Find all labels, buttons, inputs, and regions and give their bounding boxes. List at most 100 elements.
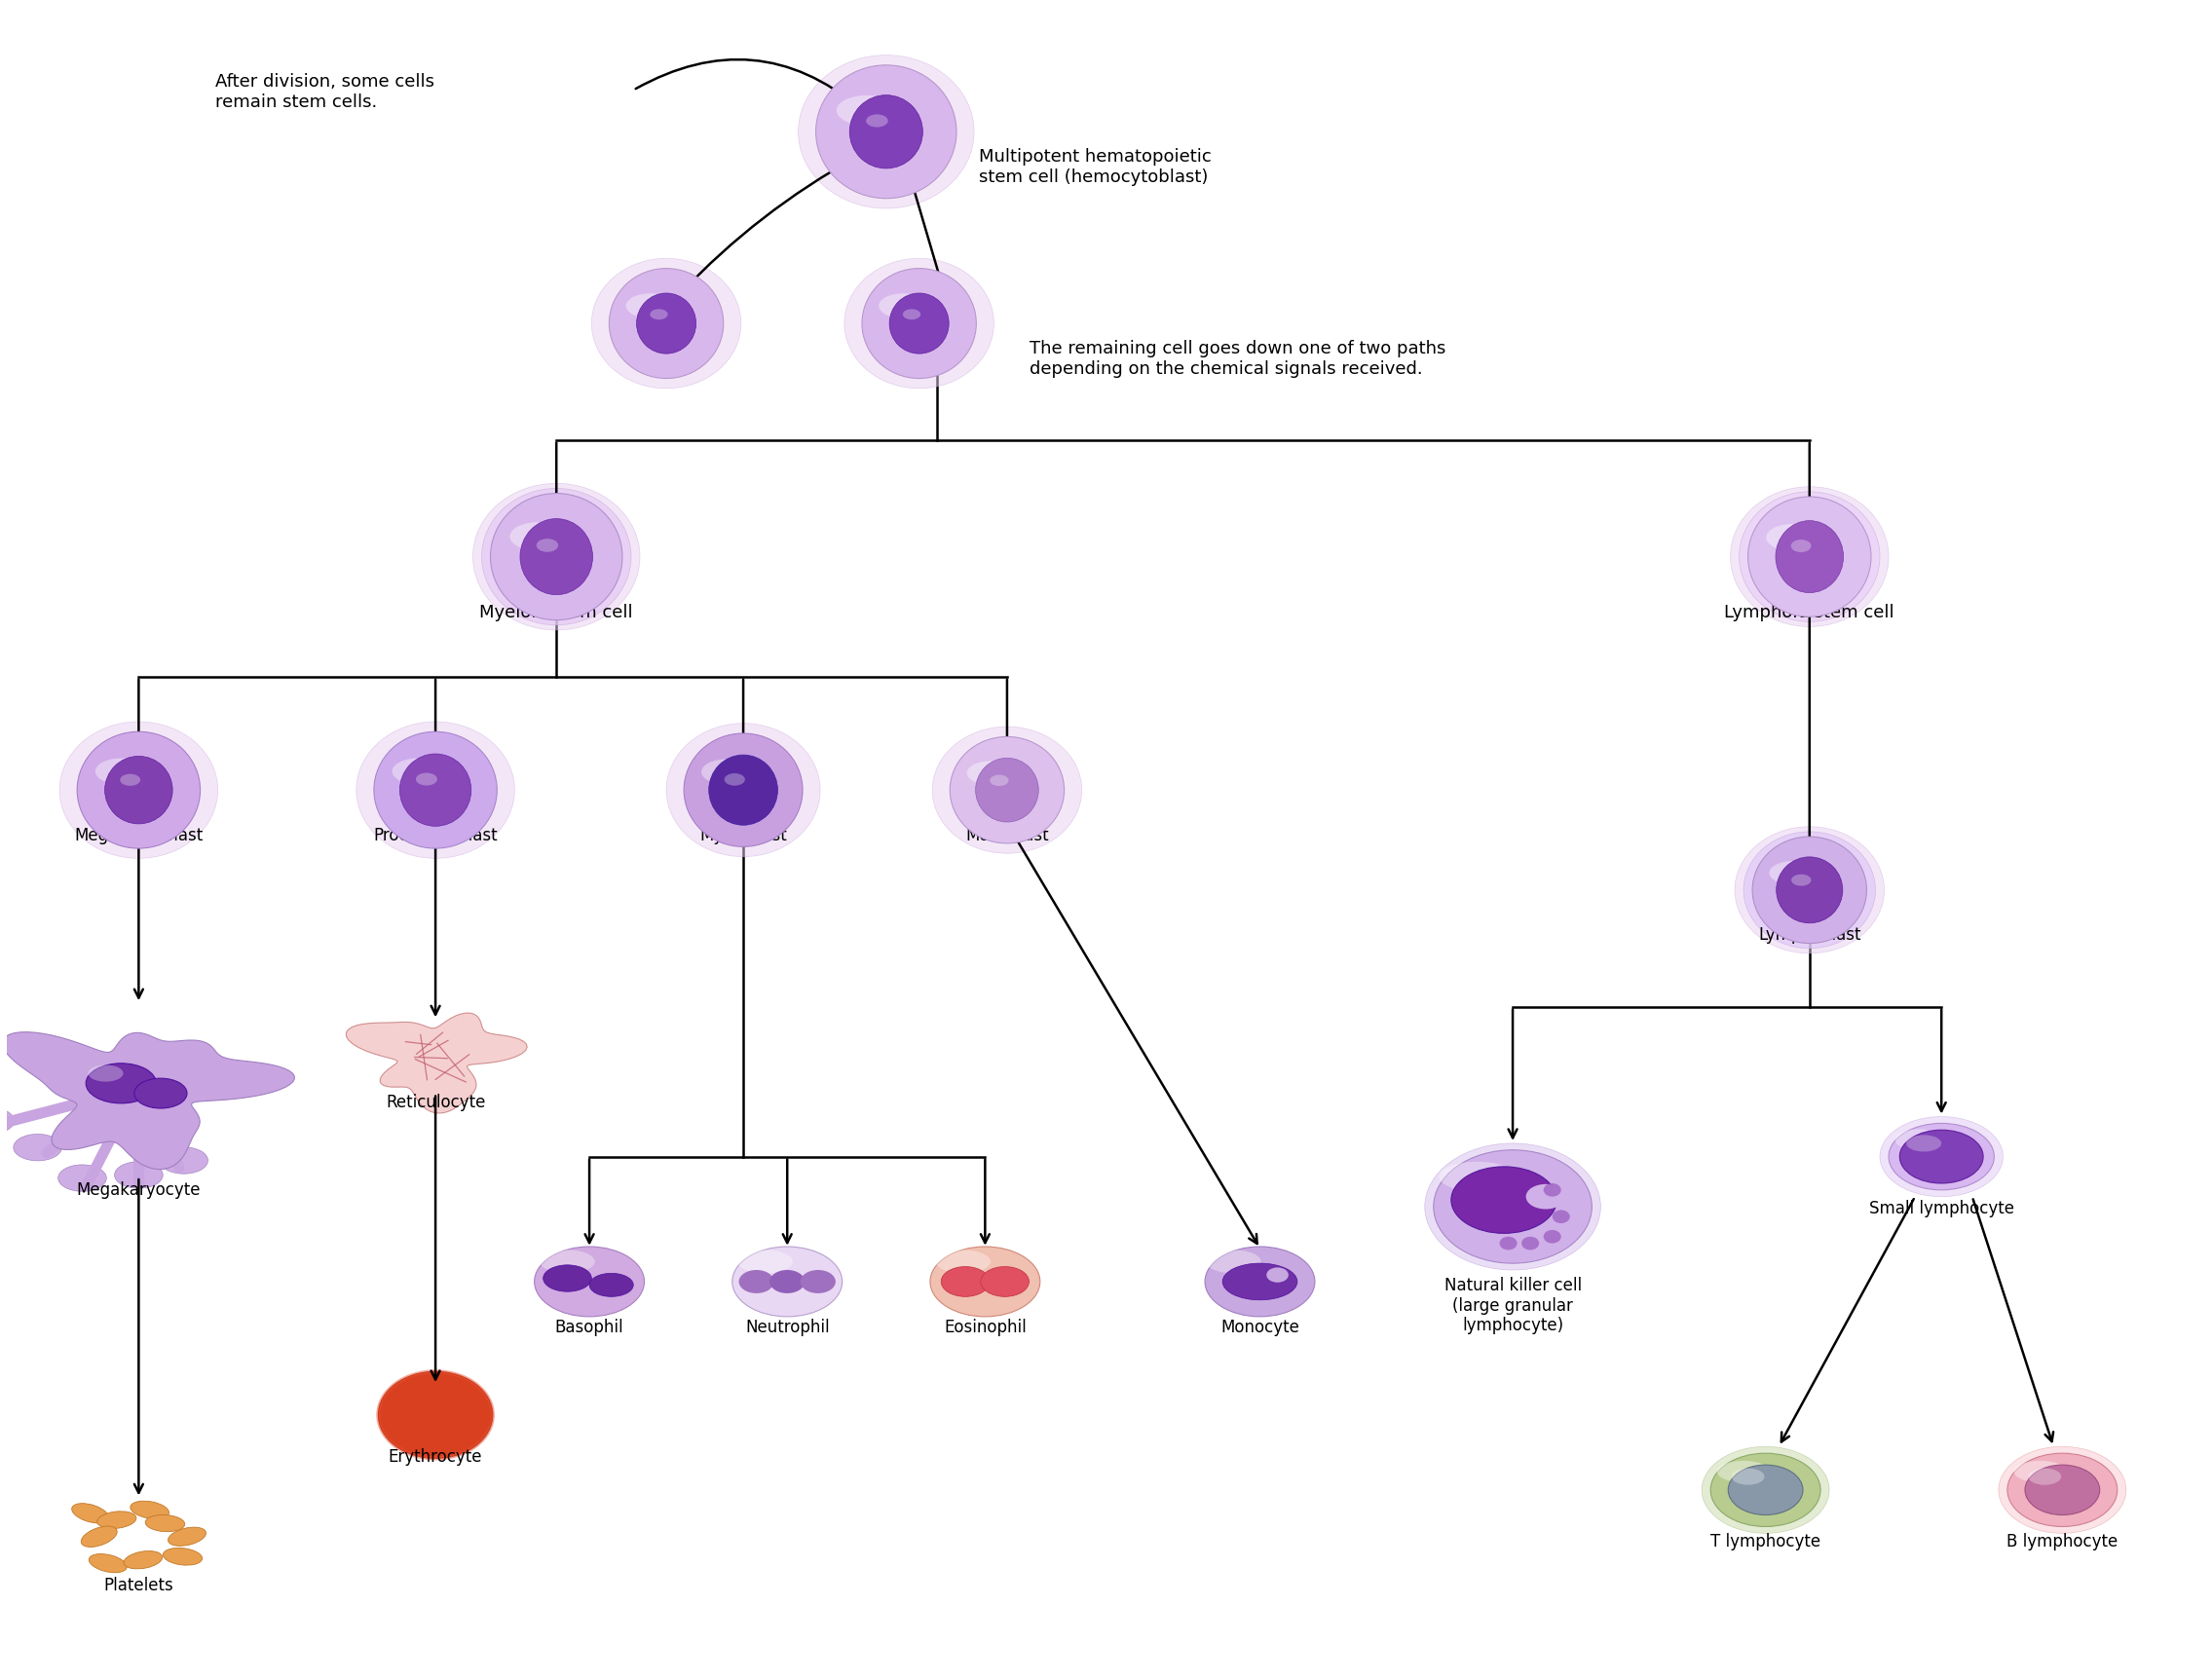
Ellipse shape xyxy=(732,1247,843,1317)
Ellipse shape xyxy=(1896,1129,1944,1151)
Ellipse shape xyxy=(1770,860,1818,885)
Ellipse shape xyxy=(97,1512,137,1529)
Ellipse shape xyxy=(544,1265,591,1292)
Ellipse shape xyxy=(845,259,993,388)
Ellipse shape xyxy=(131,1500,168,1519)
Text: Myeloblast: Myeloblast xyxy=(699,827,787,843)
Ellipse shape xyxy=(13,1134,62,1161)
Ellipse shape xyxy=(1500,1236,1517,1250)
Ellipse shape xyxy=(1440,1161,1515,1191)
Ellipse shape xyxy=(836,96,896,126)
Ellipse shape xyxy=(1522,1236,1540,1250)
Ellipse shape xyxy=(626,294,675,318)
Ellipse shape xyxy=(949,736,1064,843)
Text: Lymphoblast: Lymphoblast xyxy=(1759,927,1860,944)
Text: Monoblast: Monoblast xyxy=(964,827,1048,843)
Ellipse shape xyxy=(416,773,438,786)
Ellipse shape xyxy=(739,1250,792,1273)
Ellipse shape xyxy=(902,309,920,319)
Ellipse shape xyxy=(1710,1453,1820,1527)
Ellipse shape xyxy=(1734,827,1885,953)
Ellipse shape xyxy=(1776,521,1843,593)
Ellipse shape xyxy=(867,114,887,128)
Ellipse shape xyxy=(608,269,723,378)
Ellipse shape xyxy=(799,55,973,208)
Ellipse shape xyxy=(1544,1230,1562,1243)
Ellipse shape xyxy=(989,774,1009,786)
Ellipse shape xyxy=(520,519,593,595)
Text: Platelets: Platelets xyxy=(104,1576,173,1594)
Ellipse shape xyxy=(1717,1462,1770,1482)
Ellipse shape xyxy=(1544,1183,1562,1196)
Ellipse shape xyxy=(1776,857,1843,922)
Ellipse shape xyxy=(1752,837,1867,944)
Ellipse shape xyxy=(159,1147,208,1174)
Ellipse shape xyxy=(535,1247,644,1317)
Ellipse shape xyxy=(1743,832,1876,948)
Ellipse shape xyxy=(168,1527,206,1546)
Text: Neutrophil: Neutrophil xyxy=(745,1319,830,1336)
Ellipse shape xyxy=(739,1270,774,1294)
Ellipse shape xyxy=(491,494,622,620)
Text: Lymphoid stem cell: Lymphoid stem cell xyxy=(1725,603,1893,622)
Ellipse shape xyxy=(1701,1446,1829,1534)
Ellipse shape xyxy=(1553,1210,1571,1223)
Ellipse shape xyxy=(77,732,201,848)
Ellipse shape xyxy=(2024,1465,2099,1515)
Text: Eosinophil: Eosinophil xyxy=(945,1319,1026,1336)
Ellipse shape xyxy=(701,759,752,785)
Ellipse shape xyxy=(816,66,956,198)
Ellipse shape xyxy=(849,96,922,168)
Ellipse shape xyxy=(1267,1267,1287,1282)
Ellipse shape xyxy=(863,269,975,378)
Ellipse shape xyxy=(723,773,745,786)
Ellipse shape xyxy=(666,724,821,857)
Ellipse shape xyxy=(1792,539,1812,553)
Text: Erythrocyte: Erythrocyte xyxy=(389,1448,482,1465)
Ellipse shape xyxy=(511,522,566,551)
Ellipse shape xyxy=(392,758,445,785)
Ellipse shape xyxy=(1451,1166,1557,1233)
Ellipse shape xyxy=(1792,874,1812,885)
Text: Megakaryocyte: Megakaryocyte xyxy=(77,1181,201,1200)
Ellipse shape xyxy=(60,722,217,858)
Ellipse shape xyxy=(1907,1136,1942,1151)
Ellipse shape xyxy=(967,761,1015,785)
Ellipse shape xyxy=(1206,1247,1314,1317)
Ellipse shape xyxy=(591,259,741,388)
Text: Multipotent hematopoietic
stem cell (hemocytoblast): Multipotent hematopoietic stem cell (hem… xyxy=(978,148,1210,186)
Ellipse shape xyxy=(2000,1446,2126,1534)
Ellipse shape xyxy=(473,484,639,630)
Ellipse shape xyxy=(975,758,1037,822)
Ellipse shape xyxy=(538,539,557,553)
Ellipse shape xyxy=(2013,1462,2066,1482)
Ellipse shape xyxy=(637,292,697,353)
Ellipse shape xyxy=(1223,1263,1296,1300)
Ellipse shape xyxy=(1425,1144,1601,1270)
Ellipse shape xyxy=(1728,1465,1803,1515)
Ellipse shape xyxy=(86,1063,157,1104)
Ellipse shape xyxy=(770,1270,805,1294)
Ellipse shape xyxy=(931,727,1082,853)
Ellipse shape xyxy=(684,734,803,847)
Ellipse shape xyxy=(650,309,668,319)
Ellipse shape xyxy=(2028,1468,2062,1485)
Ellipse shape xyxy=(1206,1250,1261,1273)
Ellipse shape xyxy=(119,774,139,786)
Ellipse shape xyxy=(1730,487,1889,627)
Ellipse shape xyxy=(124,1551,161,1569)
Ellipse shape xyxy=(0,1107,13,1134)
Polygon shape xyxy=(2,1032,294,1169)
Ellipse shape xyxy=(1900,1131,1984,1183)
Ellipse shape xyxy=(164,1547,201,1566)
Ellipse shape xyxy=(2006,1453,2117,1527)
Ellipse shape xyxy=(1889,1124,1995,1189)
Text: T lymphocyte: T lymphocyte xyxy=(1710,1534,1820,1551)
Ellipse shape xyxy=(1526,1184,1566,1210)
Ellipse shape xyxy=(1747,497,1871,617)
Circle shape xyxy=(378,1371,493,1458)
Ellipse shape xyxy=(889,292,949,353)
Text: The remaining cell goes down one of two paths
depending on the chemical signals : The remaining cell goes down one of two … xyxy=(1029,339,1444,378)
Ellipse shape xyxy=(135,1079,188,1109)
Text: After division, some cells
remain stem cells.: After division, some cells remain stem c… xyxy=(215,74,436,111)
